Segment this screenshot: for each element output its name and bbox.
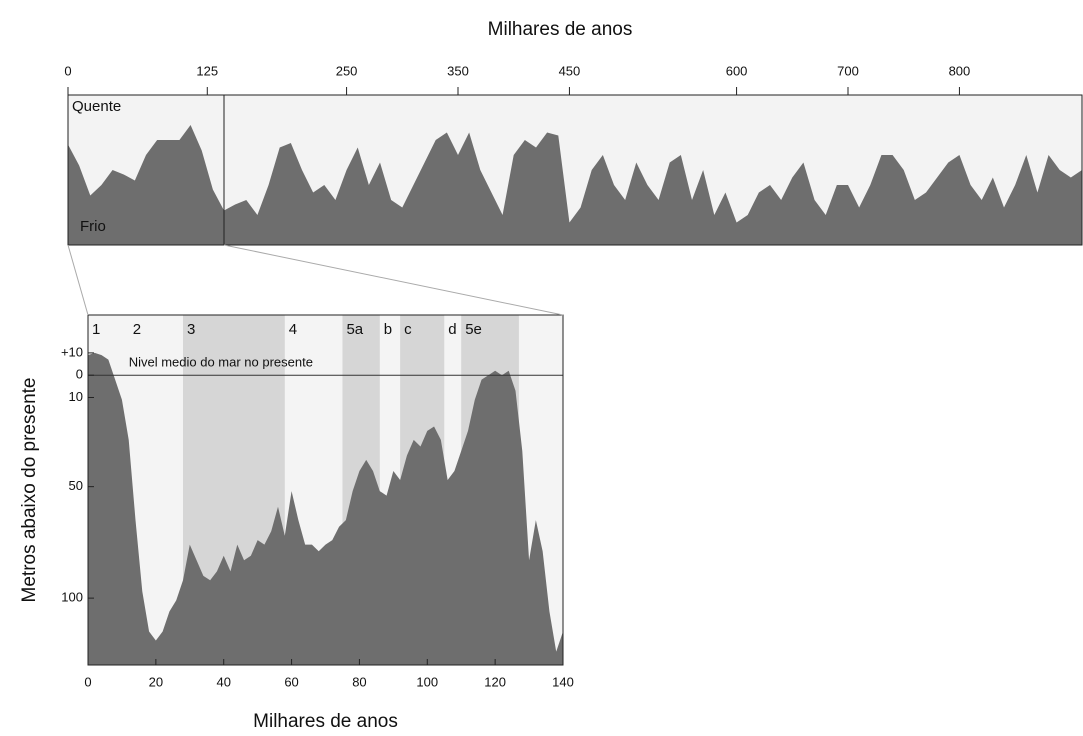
x-tick-label: 700 xyxy=(837,63,859,78)
stage-label: 5a xyxy=(346,321,363,338)
cold-label: Frio xyxy=(80,218,106,235)
stage-label: b xyxy=(384,321,392,338)
x-tick-label: 80 xyxy=(352,674,366,689)
x-tick-label: 600 xyxy=(726,63,748,78)
area xyxy=(68,125,1082,245)
annotation: Nivel medio do mar no presente xyxy=(129,355,313,370)
stage-label: 5e xyxy=(465,321,482,338)
stage-label: d xyxy=(448,321,456,338)
x-tick-label: 0 xyxy=(64,63,71,78)
y-tick-label: 50 xyxy=(69,478,83,493)
stage-label: c xyxy=(404,321,412,338)
x-tick-label: 20 xyxy=(149,674,163,689)
x-tick-label: 125 xyxy=(196,63,218,78)
zoom-connector xyxy=(67,244,89,316)
x-tick-label: 800 xyxy=(949,63,971,78)
warm-label: Quente xyxy=(72,98,121,115)
x-tick-label: 120 xyxy=(484,674,506,689)
y-axis-title: Metros abaixo do presente xyxy=(19,378,40,603)
stage-label: 4 xyxy=(289,321,297,338)
y-tick-label: +10 xyxy=(61,344,83,359)
y-tick-label: 0 xyxy=(76,367,83,382)
x-tick-label: 60 xyxy=(284,674,298,689)
y-tick-label: 100 xyxy=(61,590,83,605)
x-tick-label: 0 xyxy=(84,674,91,689)
x-tick-label: 140 xyxy=(552,674,574,689)
x-axis-title: Milhares de anos xyxy=(488,19,633,40)
area xyxy=(88,352,563,665)
plot-frame xyxy=(87,314,564,666)
x-tick-label: 40 xyxy=(216,674,230,689)
x-tick-label: 250 xyxy=(336,63,358,78)
plot-frame xyxy=(67,94,1083,246)
x-tick-label: 350 xyxy=(447,63,469,78)
x-tick-label: 100 xyxy=(416,674,438,689)
stage-label: 3 xyxy=(187,321,195,338)
zoom-connector xyxy=(223,244,564,316)
y-tick-label: 10 xyxy=(69,389,83,404)
x-axis-title: Milhares de anos xyxy=(253,711,398,732)
stage-label: 1 xyxy=(92,321,100,338)
stage-label: 2 xyxy=(133,321,141,338)
x-tick-label: 450 xyxy=(559,63,581,78)
